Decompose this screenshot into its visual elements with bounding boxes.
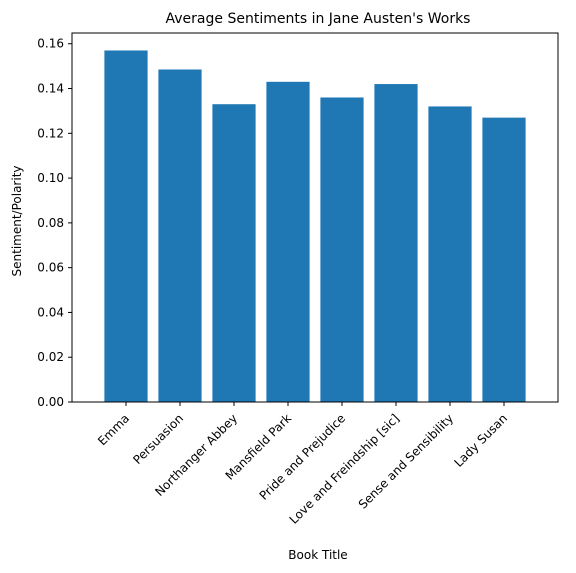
y-tick-label: 0.08 [37,216,64,230]
bar [374,84,418,403]
y-axis-title: Sentiment/Polarity [10,166,24,277]
y-tick-label: 0.16 [37,37,64,51]
y-tick-label: 0.10 [37,171,64,185]
bar [320,97,364,402]
bar [266,81,310,402]
y-tick-label: 0.02 [37,350,64,364]
y-tick-label: 0.14 [37,82,64,96]
bar [158,69,202,403]
chart-title: Average Sentiments in Jane Austen's Work… [166,11,471,27]
bar [104,50,148,402]
y-tick-label: 0.04 [37,305,64,319]
y-tick-label: 0.06 [37,261,64,275]
plot-frame [71,32,559,403]
bars-group [104,50,526,403]
bar [212,104,256,402]
y-tick-label: 0.00 [37,395,64,409]
bar [428,106,472,403]
bar [482,117,526,402]
y-axis: 0.00 0.02 0.04 0.06 0.08 0.10 0.12 0.14 0.16 [37,37,72,409]
y-tick-label: 0.12 [37,126,64,140]
x-axis-title: Book Title [288,548,347,562]
